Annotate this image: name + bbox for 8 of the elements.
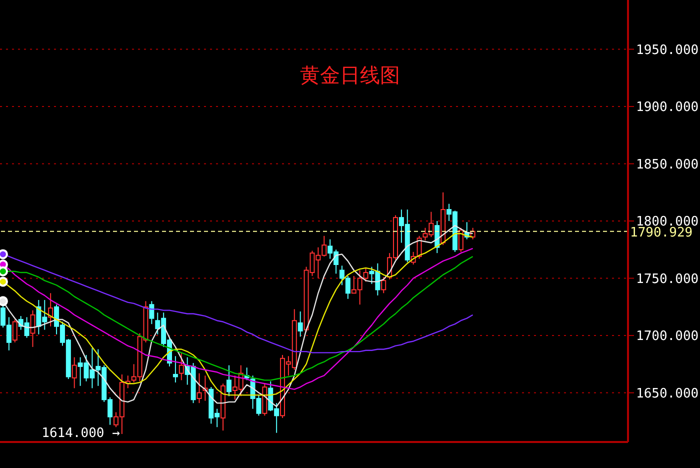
text: 黄金日线图 xyxy=(299,62,401,89)
annotation: 1614.000 → xyxy=(42,426,120,441)
y-tick-label: 1750.000 xyxy=(636,272,699,287)
y-tick-label: 1700.000 xyxy=(636,329,699,344)
y-tick-label: 1950.000 xyxy=(636,42,699,58)
y-tick-label: 1900.000 xyxy=(636,100,699,116)
y-tick-label: 1650.000 xyxy=(636,386,699,402)
y-tick-label: 1850.000 xyxy=(636,157,699,172)
